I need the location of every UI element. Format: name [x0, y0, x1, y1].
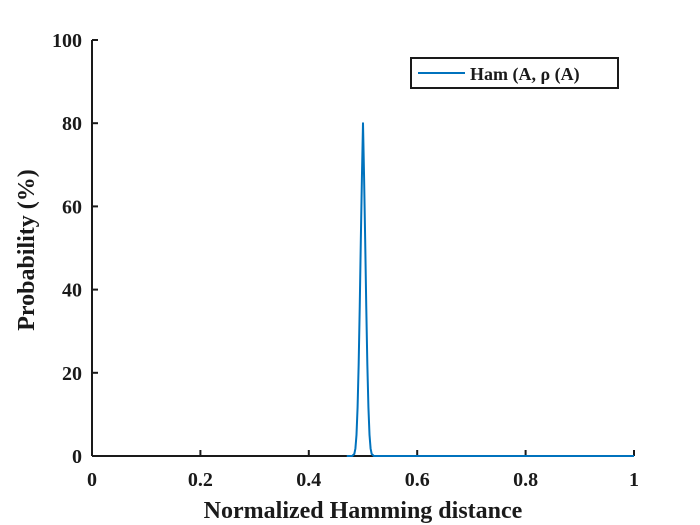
y-tick-label: 20 [62, 363, 82, 385]
y-tick-label: 100 [52, 30, 82, 52]
x-tick-label: 0.6 [405, 469, 430, 491]
x-tick-label: 0.8 [513, 469, 538, 491]
x-tick-label: 0 [87, 469, 97, 491]
plot-area [346, 122, 634, 457]
legend-label: Ham (A, ρ (A) [470, 64, 580, 85]
y-tick-label: 60 [62, 196, 82, 218]
x-tick-label: 0.2 [188, 469, 213, 491]
y-tick-label: 80 [62, 113, 82, 135]
legend: Ham (A, ρ (A) [410, 57, 619, 89]
y-tick-label: 0 [72, 446, 82, 468]
axes: 0 0.2 0.4 0.6 0.8 1 0 20 40 60 80 100 [52, 30, 639, 491]
x-tick-label: 1 [629, 469, 639, 491]
y-axis-label: Probability (%) [14, 169, 40, 331]
y-tick-label: 40 [62, 280, 82, 302]
series-line-0 [346, 122, 634, 457]
x-axis-label: Normalized Hamming distance [204, 498, 523, 524]
x-tick-label: 0.4 [296, 469, 321, 491]
